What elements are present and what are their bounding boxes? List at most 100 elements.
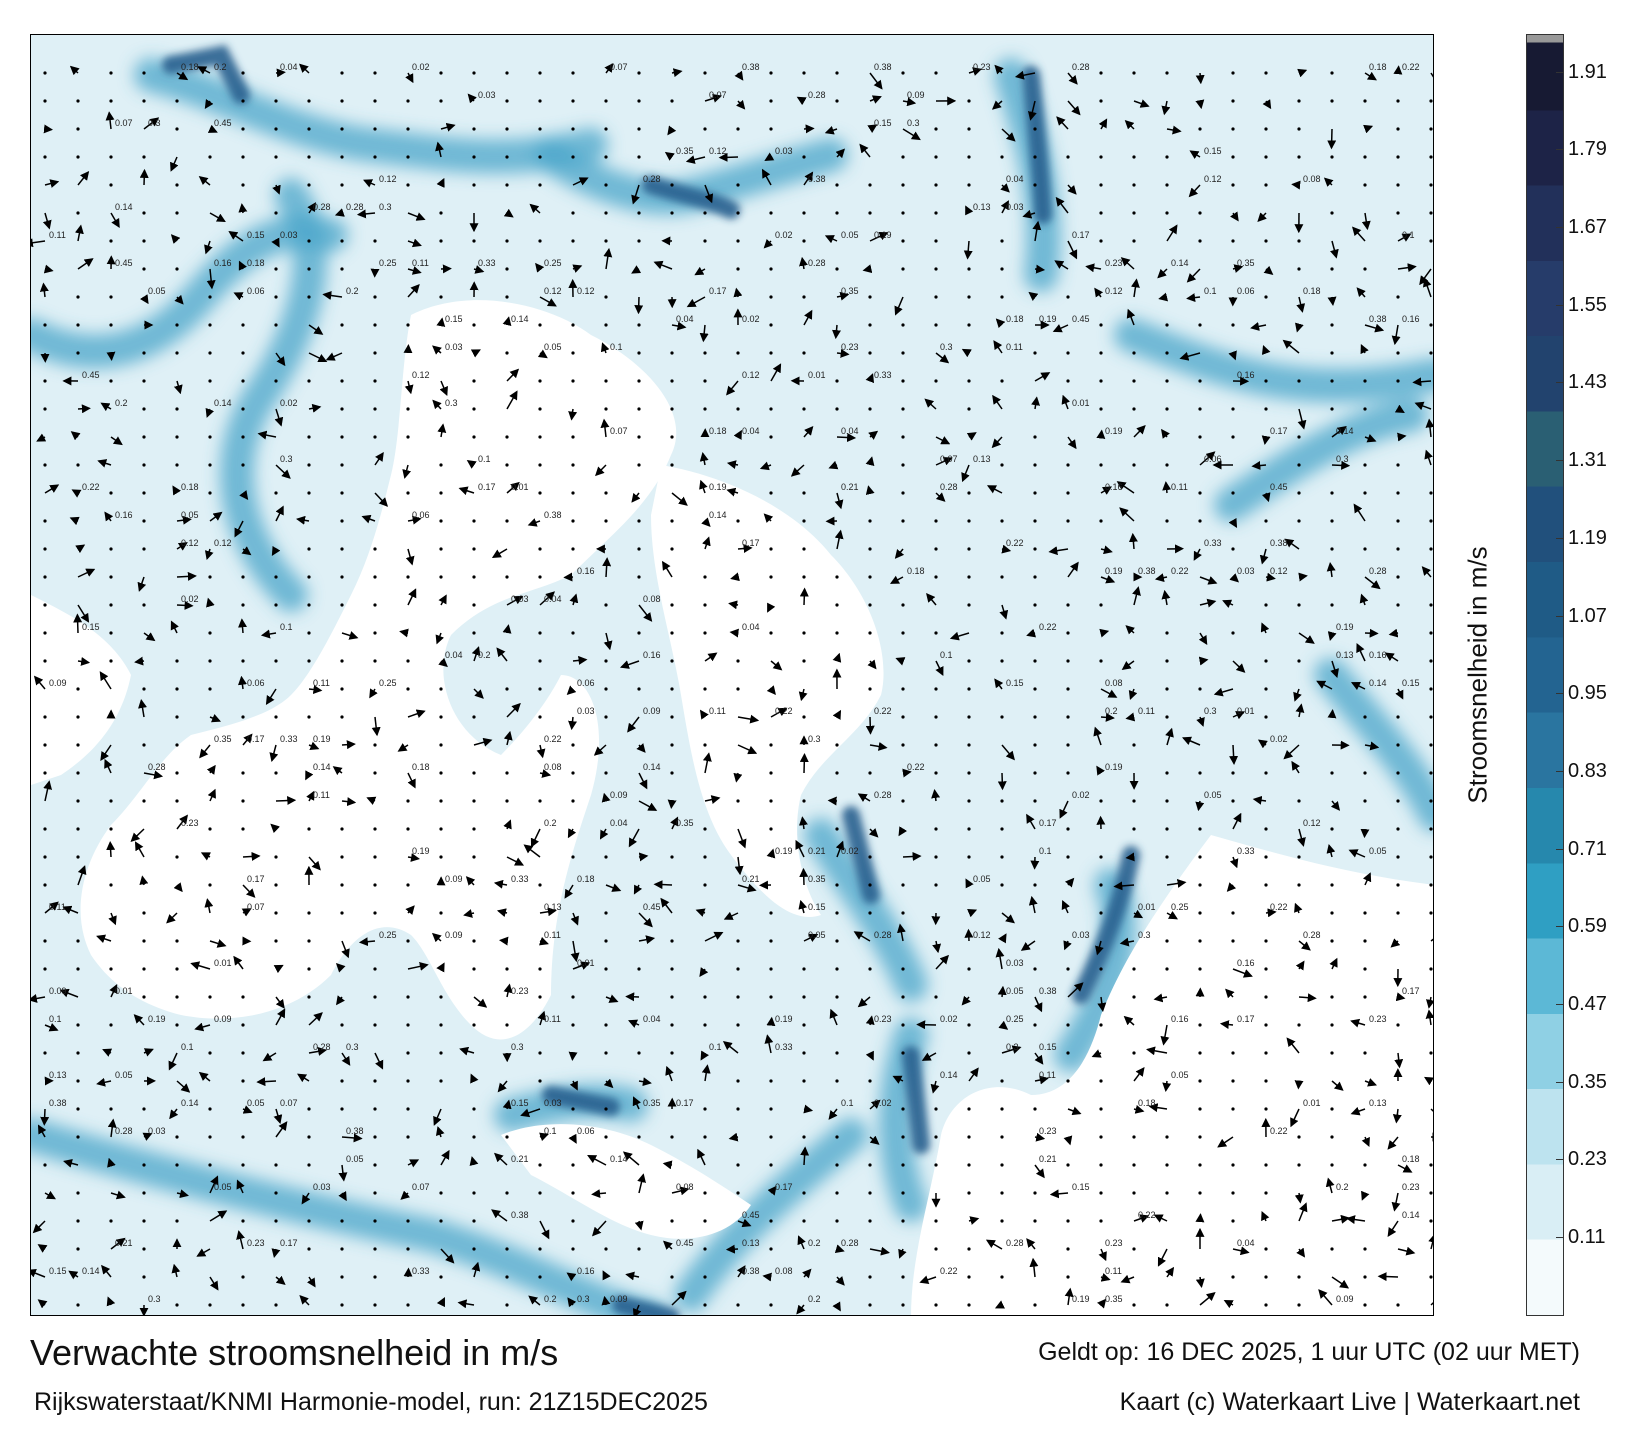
grid-dot	[835, 883, 839, 887]
current-speed-map[interactable]: 0.18 0.2 0.04 0.02 0.07 0.38 0.38 0.23 0.28 0.18 0…	[30, 34, 1434, 1316]
speed-value: 0.07	[610, 426, 628, 436]
current-arrow	[506, 481, 520, 494]
grid-dot	[868, 855, 872, 859]
current-arrow	[100, 744, 112, 761]
current-arrow	[1067, 240, 1078, 260]
speed-value: 0.09	[49, 986, 67, 996]
grid-dot	[703, 1247, 707, 1251]
grid-dot	[175, 351, 179, 355]
land-area	[80, 300, 677, 1040]
speed-value: 0.23	[511, 986, 529, 996]
colorbar-tick-label: 1.07	[1568, 604, 1607, 627]
speed-value: 0.28	[1072, 62, 1090, 72]
grid-dot	[736, 1079, 740, 1083]
strong-current-channels	[162, 44, 1140, 1315]
speed-value: 0.18	[181, 482, 199, 492]
current-arrow	[503, 819, 512, 830]
grid-dot	[703, 827, 707, 831]
grid-dot	[505, 99, 509, 103]
speed-value: 0.09	[214, 1014, 232, 1024]
speed-value: 0.45	[115, 258, 133, 268]
speed-value: 0.16	[1402, 314, 1420, 324]
grid-dot	[868, 1163, 872, 1167]
current-arrow	[695, 908, 706, 917]
grid-dot	[967, 323, 971, 327]
speed-value: 0.02	[1072, 790, 1090, 800]
speed-value: 0.45	[1270, 482, 1288, 492]
grid-dot	[901, 1163, 905, 1167]
speed-value: 0.08	[544, 762, 562, 772]
grid-dot	[1099, 855, 1103, 859]
grid-dot	[1396, 379, 1400, 383]
grid-dot	[241, 183, 245, 187]
grid-dot	[571, 631, 575, 635]
grid-dot	[1264, 771, 1268, 775]
grid-dot	[1165, 687, 1169, 691]
current-arrow	[270, 823, 280, 834]
current-arrow	[1162, 481, 1172, 494]
current-arrow	[961, 348, 972, 358]
current-arrow	[176, 542, 188, 551]
strong-current	[842, 806, 880, 904]
speed-value: 0.12	[1204, 174, 1222, 184]
current-arrow	[999, 604, 1009, 620]
grid-dot	[868, 1191, 872, 1195]
grid-dot	[703, 575, 707, 579]
speed-value: 0.07	[709, 90, 727, 100]
grid-dot	[604, 1247, 608, 1251]
current-arrow	[307, 202, 317, 214]
grid-dot	[538, 659, 542, 663]
current-arrow	[835, 148, 846, 159]
speed-value: 0.07	[115, 118, 133, 128]
current-arrow	[435, 141, 444, 158]
current-arrow	[75, 224, 84, 242]
current-arrow	[832, 1301, 841, 1312]
current-arrow	[332, 766, 343, 776]
grid-dot	[1363, 407, 1367, 411]
grid-dot	[373, 575, 377, 579]
grid-dot	[967, 1163, 971, 1167]
speed-value: 0.19	[1072, 1294, 1090, 1304]
grid-dot	[1132, 743, 1136, 747]
current-arrow	[334, 208, 345, 217]
current-arrow	[728, 1132, 739, 1142]
grid-dot	[934, 211, 938, 215]
grid-dot	[1297, 1303, 1301, 1307]
grid-dot	[1000, 1107, 1004, 1111]
grid-dot	[1264, 715, 1268, 719]
current-arrow	[471, 646, 481, 662]
grid-dot	[505, 239, 509, 243]
speed-value: 0.25	[544, 258, 562, 268]
grid-dot	[1396, 547, 1400, 551]
grid-dot	[769, 575, 773, 579]
current-arrow	[438, 657, 448, 668]
current-arrow	[168, 1052, 178, 1071]
speed-value: 0.14	[1369, 678, 1387, 688]
current-arrow	[734, 70, 744, 81]
current-arrow	[438, 594, 447, 606]
current-arrow	[965, 878, 974, 889]
current-arrow	[930, 1080, 940, 1094]
grid-dot	[604, 407, 608, 411]
grid-dot	[802, 211, 806, 215]
current-arrow	[296, 515, 310, 525]
current-arrow	[1020, 940, 1036, 951]
current-arrow	[275, 505, 284, 522]
current-arrow	[1061, 394, 1071, 410]
current-arrow	[1265, 908, 1277, 918]
speed-value: 0.22	[775, 706, 793, 716]
speed-value: 0.19	[775, 1014, 793, 1024]
current-arrow	[632, 1096, 641, 1110]
grid-dot	[340, 547, 344, 551]
current-arrow	[1362, 872, 1372, 886]
speed-value: 0.22	[1138, 1210, 1156, 1220]
current-arrow	[1166, 125, 1182, 135]
grid-dot	[142, 547, 146, 551]
grid-dot	[274, 575, 278, 579]
current-arrow	[1397, 432, 1407, 442]
grid-dot	[406, 1303, 410, 1307]
grid-dot	[1363, 1275, 1367, 1279]
current-arrow	[1387, 1136, 1399, 1150]
grid-dot	[1429, 239, 1433, 243]
speed-value: 0.02	[841, 846, 859, 856]
